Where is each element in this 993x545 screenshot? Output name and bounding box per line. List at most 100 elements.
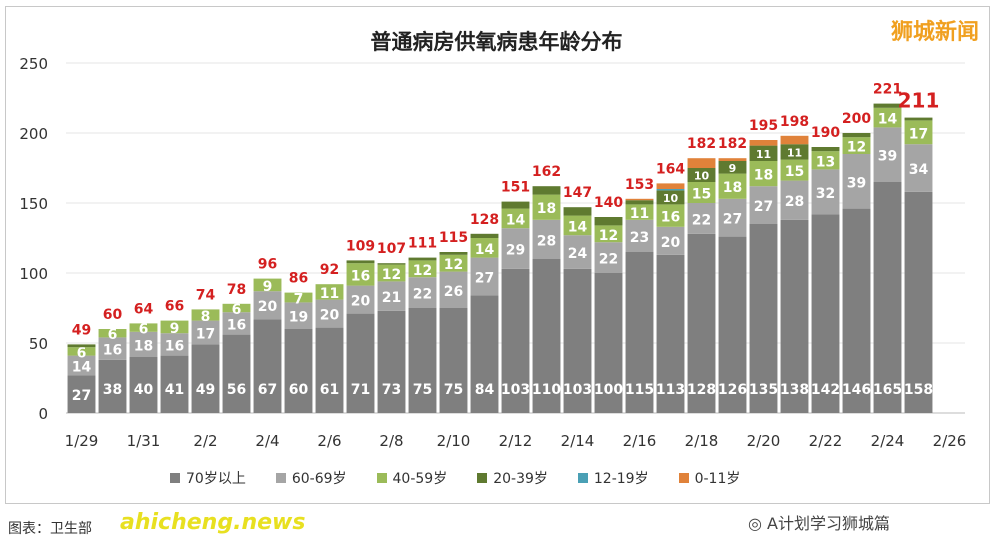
bar-segment [718, 158, 747, 161]
x-tick-label: 1/31 [127, 432, 161, 450]
total-label: 182 [687, 136, 716, 152]
bar-segment [780, 135, 809, 145]
chart-title: 普通病房供氧病患年龄分布 [370, 30, 623, 54]
total-label: 64 [134, 301, 154, 317]
data-label: 7 [294, 292, 304, 308]
data-label: 22 [413, 287, 432, 303]
x-tick-label: 2/8 [379, 432, 403, 450]
data-label: 12 [599, 228, 618, 244]
x-tick-label: 2/24 [871, 432, 905, 450]
bar-segment [501, 201, 530, 209]
data-label: 103 [563, 382, 592, 398]
data-label: 13 [816, 154, 835, 170]
bar-segment [656, 190, 685, 205]
data-label: 138 [780, 382, 809, 398]
legend-label: 70岁以上 [186, 471, 246, 487]
data-label: 100 [594, 382, 623, 398]
data-label: 11 [320, 286, 339, 302]
data-label: 17 [909, 126, 928, 142]
data-label: 27 [754, 199, 773, 215]
legend-swatch [678, 473, 689, 483]
bar-segment [98, 337, 127, 360]
data-label: 16 [165, 338, 184, 354]
data-label: 128 [687, 382, 716, 398]
bar-segment [67, 355, 96, 376]
data-label: 21 [382, 290, 401, 306]
data-label: 22 [599, 252, 618, 268]
bar-segment [346, 260, 375, 264]
total-label: 182 [718, 136, 747, 152]
y-tick-label: 150 [19, 195, 48, 213]
data-label: 6 [108, 327, 118, 343]
x-tick-label: 1/29 [65, 432, 99, 450]
watermark-logo: 狮城新闻 [890, 20, 979, 45]
total-label: 86 [289, 271, 308, 287]
bar-segment [315, 327, 344, 413]
legend-label: 20-39岁 [493, 471, 548, 487]
bar-segment [687, 233, 716, 413]
bar-segment [284, 329, 313, 413]
data-label: 18 [723, 180, 742, 196]
bar-segment [563, 235, 592, 269]
data-label: 75 [444, 382, 463, 398]
data-label: 75 [413, 382, 432, 398]
data-label: 12 [444, 257, 463, 273]
data-label: 26 [444, 284, 463, 300]
bar-segment [656, 254, 685, 413]
bar-segment [67, 347, 96, 356]
data-label: 15 [785, 164, 804, 180]
legend-swatch [577, 473, 588, 483]
total-label: 60 [103, 307, 123, 323]
total-label: 221 [873, 82, 902, 98]
data-label: 6 [139, 322, 149, 338]
bar-segment [563, 215, 592, 236]
data-label: 14 [568, 219, 588, 235]
data-label: 16 [227, 317, 246, 333]
legend-swatch [376, 473, 387, 483]
bar-segment [532, 259, 561, 413]
data-label: 113 [656, 382, 685, 398]
legend: 70岁以上 60-69岁 40-59岁 20-39岁 12-19岁 0-11岁 [170, 468, 740, 488]
bar-segment [284, 302, 313, 329]
bar-segment [129, 357, 158, 413]
bar-segment [222, 334, 251, 413]
x-tick-label: 2/26 [933, 432, 967, 450]
bar-segment [470, 295, 499, 413]
total-label: 200 [842, 111, 871, 127]
wechat-name: A计划学习狮城篇 [767, 514, 890, 533]
bar-segment [408, 260, 437, 278]
data-label: 24 [568, 246, 588, 262]
bar-segment [718, 236, 747, 413]
bar-segment [191, 344, 220, 413]
bar-segment [532, 219, 561, 259]
x-tick-label: 2/14 [561, 432, 595, 450]
x-tick-label: 2/2 [193, 432, 217, 450]
data-label: 67 [258, 382, 277, 398]
data-label: 20 [258, 299, 278, 315]
total-label: 78 [227, 282, 246, 298]
total-label: 128 [470, 212, 499, 228]
data-label: 18 [754, 168, 773, 184]
bar-segment [470, 257, 499, 296]
bar-segment [439, 308, 468, 413]
data-label: 32 [816, 186, 835, 202]
data-label: 27 [475, 271, 494, 287]
data-label: 71 [351, 382, 370, 398]
bar-segment [253, 319, 282, 413]
bar-segment [625, 200, 654, 205]
data-label: 10 [663, 192, 679, 205]
data-label: 14 [475, 242, 495, 258]
data-label: 8 [201, 309, 211, 325]
total-label: 109 [346, 238, 375, 254]
bar-segment [160, 320, 189, 334]
data-label: 22 [692, 212, 711, 228]
bar-segment [129, 323, 158, 332]
legend-item: 60-69岁 [275, 468, 347, 488]
data-label: 20 [320, 308, 340, 324]
data-label: 165 [873, 382, 902, 398]
data-label: 56 [227, 382, 246, 398]
bar-segment [532, 194, 561, 220]
data-label: 40 [134, 382, 154, 398]
bar-segment [594, 242, 623, 273]
bar-segment [687, 182, 716, 203]
